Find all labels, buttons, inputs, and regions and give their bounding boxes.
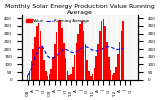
Bar — [50, 69, 52, 80]
Bar — [47, 76, 48, 80]
Bar — [56, 32, 57, 80]
Bar — [72, 68, 73, 80]
Bar — [96, 56, 97, 80]
Bar — [32, 49, 34, 80]
Bar — [74, 55, 75, 80]
Bar — [87, 60, 88, 80]
Bar — [117, 54, 119, 80]
Bar — [103, 19, 104, 80]
Bar — [27, 75, 28, 80]
Bar — [68, 75, 70, 80]
Bar — [60, 20, 61, 80]
Bar — [63, 43, 64, 80]
Bar — [31, 61, 32, 80]
Bar — [99, 31, 100, 80]
Bar — [29, 70, 30, 80]
Bar — [65, 58, 66, 80]
Bar — [104, 26, 106, 80]
Bar — [41, 46, 43, 80]
Bar — [94, 68, 95, 80]
Bar — [85, 44, 86, 80]
Bar — [77, 34, 79, 80]
Legend: Value, Running Average: Value, Running Average — [24, 17, 91, 25]
Bar — [76, 43, 77, 80]
Bar — [106, 42, 108, 80]
Bar — [34, 37, 36, 80]
Bar — [112, 75, 113, 80]
Bar — [110, 70, 111, 80]
Bar — [52, 57, 54, 80]
Bar — [38, 23, 39, 80]
Bar — [90, 76, 92, 80]
Title: Monthly Solar Energy Production Value Running Average: Monthly Solar Energy Production Value Ru… — [5, 4, 155, 15]
Bar — [79, 24, 81, 80]
Bar — [123, 21, 124, 80]
Bar — [92, 74, 93, 80]
Bar — [49, 74, 50, 80]
Bar — [101, 21, 102, 80]
Bar — [36, 26, 37, 80]
Bar — [70, 74, 72, 80]
Bar — [108, 57, 110, 80]
Bar — [54, 44, 56, 80]
Bar — [119, 42, 120, 80]
Bar — [88, 71, 90, 80]
Bar — [40, 31, 41, 80]
Bar — [83, 31, 84, 80]
Bar — [58, 21, 59, 80]
Bar — [113, 73, 115, 80]
Bar — [45, 71, 47, 80]
Bar — [61, 28, 63, 80]
Bar — [97, 44, 99, 80]
Bar — [121, 31, 122, 80]
Bar — [81, 21, 83, 80]
Bar — [115, 67, 117, 80]
Bar — [43, 60, 45, 80]
Bar — [67, 70, 68, 80]
